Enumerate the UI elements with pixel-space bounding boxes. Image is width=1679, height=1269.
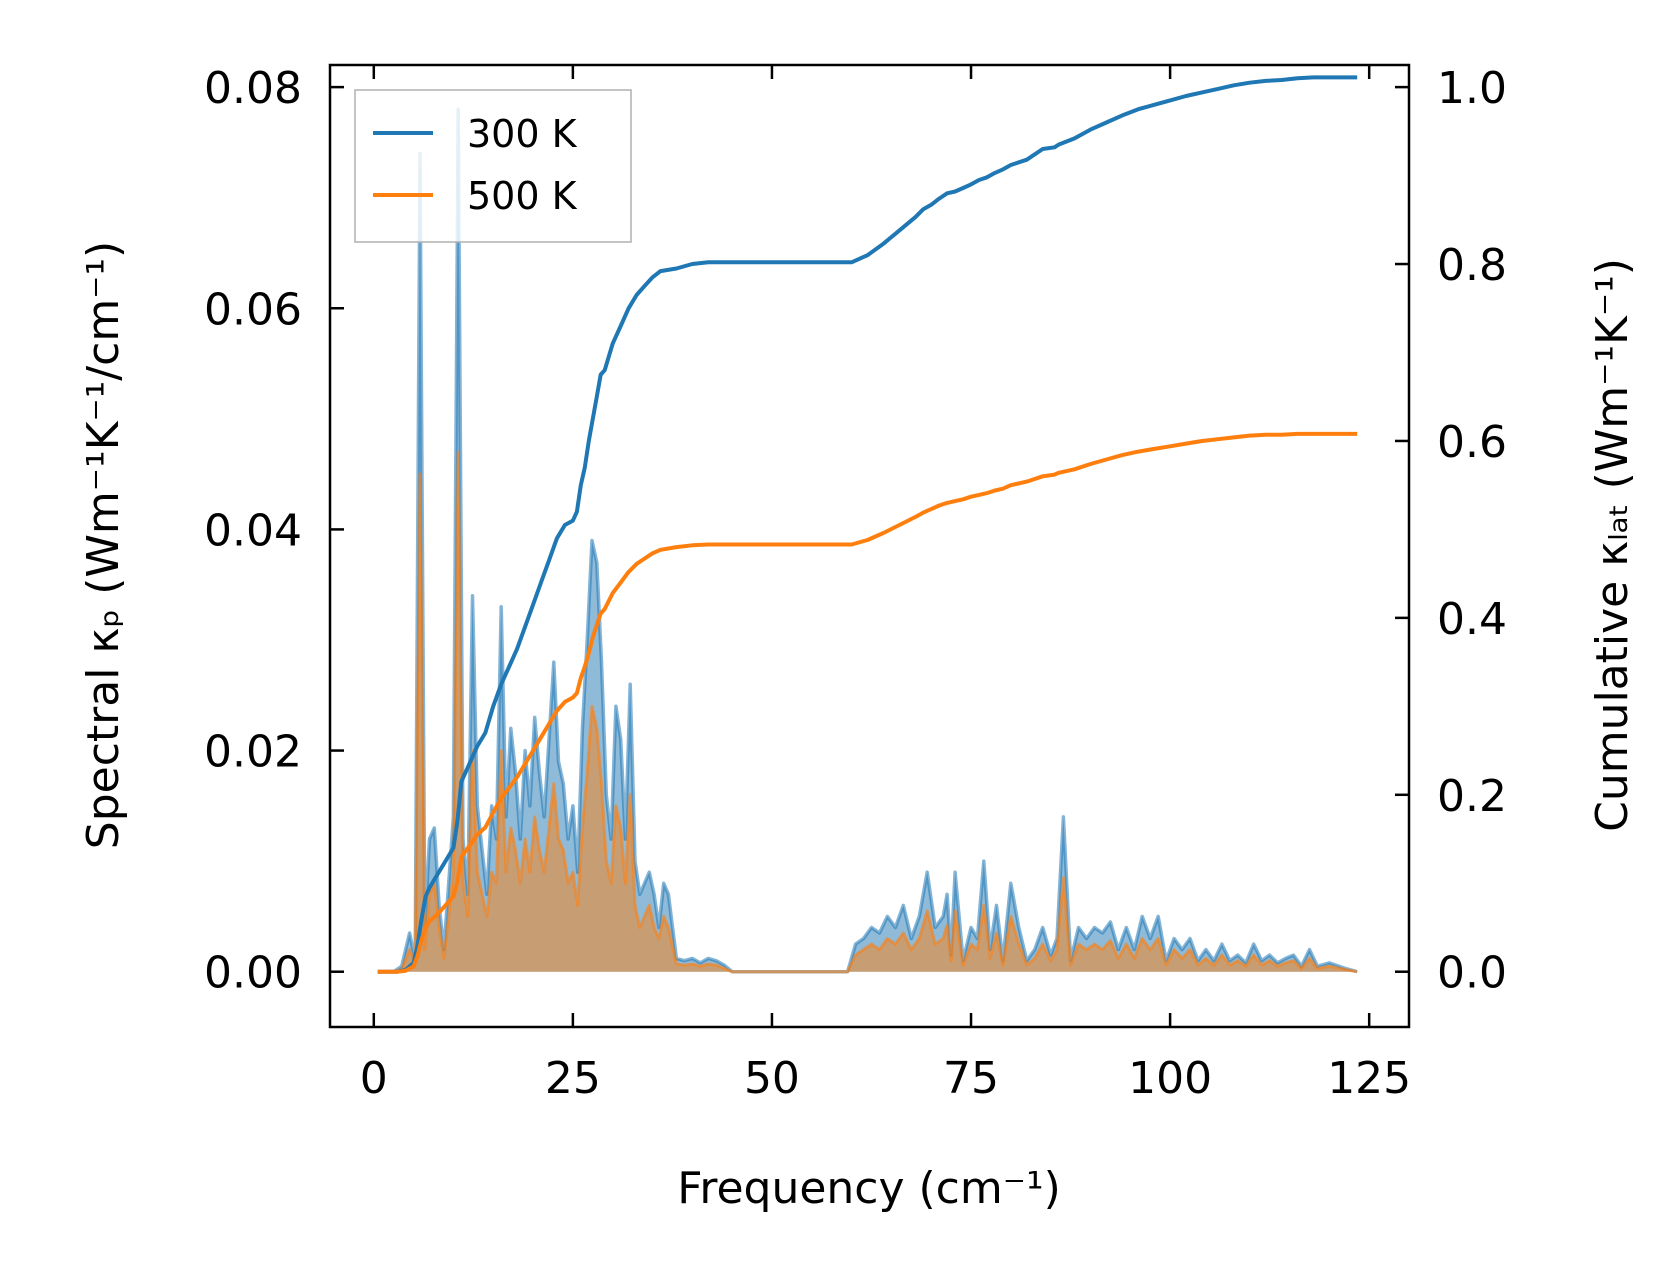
x-axis-label: Frequency (cm⁻¹) xyxy=(677,1163,1061,1214)
series-line-layer xyxy=(377,75,1358,974)
x-tick-label: 100 xyxy=(1128,1053,1212,1104)
y-left-tick-label: 0.04 xyxy=(204,505,302,556)
plot-frame xyxy=(328,63,1411,1029)
cumulative-line-300k xyxy=(377,75,1358,974)
x-tick-label: 125 xyxy=(1327,1053,1411,1104)
y-right-tick-label: 0.4 xyxy=(1437,594,1507,645)
x-tick-label: 25 xyxy=(545,1053,601,1104)
y-right-tick-label: 0.6 xyxy=(1437,417,1507,468)
legend: 300 K 500 K xyxy=(354,89,632,243)
x-tick-label: 75 xyxy=(943,1053,999,1104)
spectral-line-500k xyxy=(377,450,1358,974)
legend-label-300k: 300 K xyxy=(467,112,578,156)
y-left-tick-label: 0.02 xyxy=(204,727,302,778)
y-right-tick-label: 0.2 xyxy=(1437,771,1507,822)
y-right-tick-label: 0.0 xyxy=(1437,948,1507,999)
y-axis-right-label: Cumulative κₗₐₜ (Wm⁻¹K⁻¹) xyxy=(1587,258,1638,832)
x-tick-label: 50 xyxy=(744,1053,800,1104)
y-right-tick-label: 1.0 xyxy=(1437,63,1507,114)
y-axis-left-label: Spectral κₚ (Wm⁻¹K⁻¹/cm⁻¹) xyxy=(78,241,129,849)
y-left-tick-label: 0.08 xyxy=(204,63,302,114)
y-left-tick-label: 0.06 xyxy=(204,284,302,335)
x-tick-label: 0 xyxy=(360,1053,388,1104)
tick-layer: 0 25 50 75 100 125 0.00 0.02 0.04 0.06 0.08 0.0 0.2 0… xyxy=(204,63,1507,1104)
spectral-area-500k xyxy=(377,452,1358,972)
cumulative-line-500k xyxy=(377,431,1358,974)
y-right-tick-label: 0.8 xyxy=(1437,240,1507,291)
y-left-tick-label: 0.00 xyxy=(204,948,302,999)
legend-box xyxy=(354,89,632,243)
spectral-fill-layer xyxy=(377,107,1358,974)
legend-label-500k: 500 K xyxy=(467,174,578,218)
